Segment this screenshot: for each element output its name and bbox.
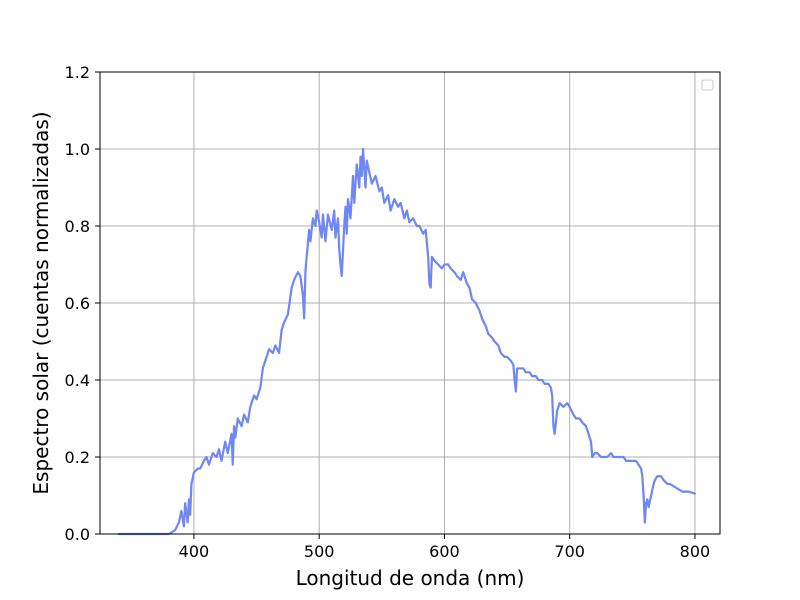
y-tick-label: 0.0 xyxy=(65,525,90,544)
y-axis: 0.0 0.2 0.4 0.6 0.8 1.0 1.2 xyxy=(65,63,100,544)
x-tick-label: 600 xyxy=(429,542,460,561)
y-tick-label: 0.4 xyxy=(65,371,90,390)
x-axis: 400 500 600 700 800 xyxy=(179,534,711,561)
x-axis-label: Longitud de onda (nm) xyxy=(296,566,525,590)
x-tick-label: 500 xyxy=(304,542,335,561)
data-series xyxy=(117,147,697,536)
y-tick-label: 0.8 xyxy=(65,217,90,236)
x-tick-label: 700 xyxy=(554,542,585,561)
y-tick-label: 1.0 xyxy=(65,140,90,159)
y-tick-label: 0.6 xyxy=(65,294,90,313)
grid xyxy=(100,71,720,535)
y-tick-label: 0.2 xyxy=(65,448,90,467)
y-tick-label: 1.2 xyxy=(65,63,90,82)
x-tick-label: 800 xyxy=(680,542,711,561)
spectrum-line xyxy=(117,147,697,536)
y-axis-label: Espectro solar (cuentas normalizadas) xyxy=(29,111,53,494)
legend-box xyxy=(701,79,714,91)
x-tick-label: 400 xyxy=(179,542,210,561)
